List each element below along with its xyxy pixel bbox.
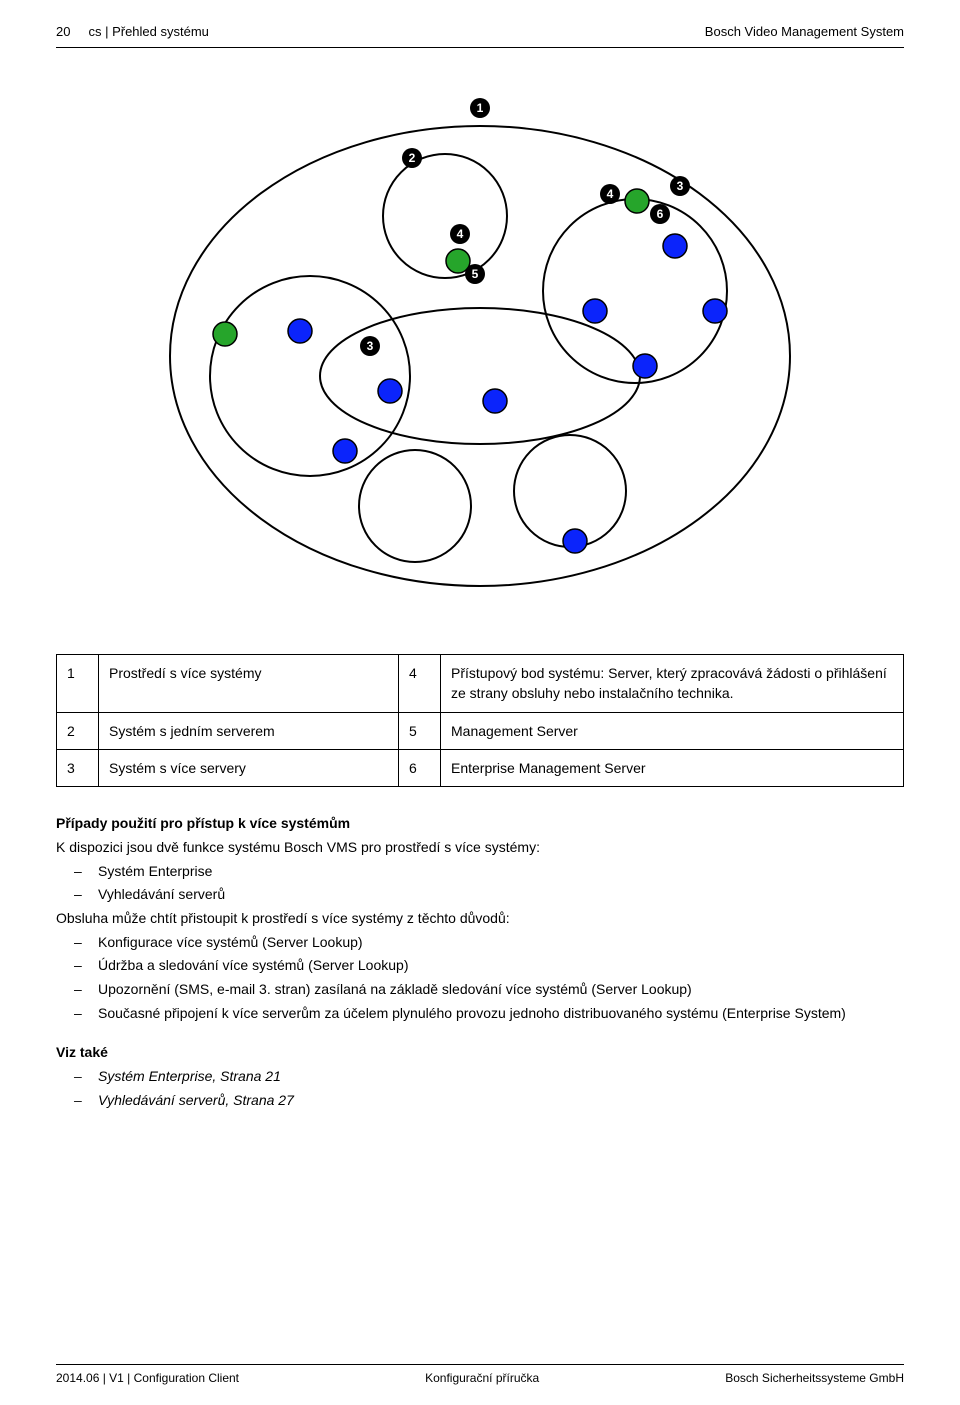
list-item: Údržba a sledování více systémů (Server … bbox=[56, 955, 904, 977]
use-cases-heading: Případy použití pro přístup k více systé… bbox=[56, 813, 904, 835]
legend-num: 2 bbox=[57, 712, 99, 749]
reasons-list: Konfigurace více systémů (Server Lookup)… bbox=[56, 932, 904, 1025]
system-diagram: 1 2 3 4 5 3 4 6 bbox=[140, 66, 820, 626]
header-rule bbox=[56, 47, 904, 48]
svg-text:6: 6 bbox=[657, 207, 664, 221]
header-left: 20 cs | Přehled systému bbox=[56, 24, 209, 39]
intro-para-1: K dispozici jsou dvě funkce systému Bosc… bbox=[56, 837, 904, 859]
diagram-wrap: 1 2 3 4 5 3 4 6 bbox=[56, 66, 904, 626]
table-row: 1Prostředí s více systémy4Přístupový bod… bbox=[57, 655, 904, 713]
legend-table: 1Prostředí s více systémy4Přístupový bod… bbox=[56, 654, 904, 787]
svg-text:5: 5 bbox=[472, 267, 479, 281]
legend-label: Systém s jedním serverem bbox=[99, 712, 399, 749]
legend-num: 3 bbox=[57, 749, 99, 786]
list-item: Vyhledávání serverů bbox=[56, 884, 904, 906]
list-item: Systém Enterprise bbox=[56, 861, 904, 883]
list-item: Upozornění (SMS, e-mail 3. stran) zasíla… bbox=[56, 979, 904, 1001]
intro-para-2: Obsluha může chtít přistoupit k prostřed… bbox=[56, 908, 904, 930]
header-product: Bosch Video Management System bbox=[705, 24, 904, 39]
page-number: 20 bbox=[56, 24, 70, 39]
legend-num: 4 bbox=[399, 655, 441, 713]
list-item: Konfigurace více systémů (Server Lookup) bbox=[56, 932, 904, 954]
svg-text:4: 4 bbox=[457, 227, 464, 241]
legend-label: Přístupový bod systému: Server, který zp… bbox=[441, 655, 904, 713]
page-footer: 2014.06 | V1 | Configuration Client Konf… bbox=[56, 1364, 904, 1385]
svg-text:3: 3 bbox=[677, 179, 684, 193]
table-row: 3Systém s více servery6Enterprise Manage… bbox=[57, 749, 904, 786]
legend-num: 1 bbox=[57, 655, 99, 713]
legend-label: Enterprise Management Server bbox=[441, 749, 904, 786]
legend-label: Management Server bbox=[441, 712, 904, 749]
list-item: Současné připojení k více serverům za úč… bbox=[56, 1003, 904, 1025]
header-section: cs | Přehled systému bbox=[88, 24, 208, 39]
table-row: 2Systém s jedním serverem5Management Ser… bbox=[57, 712, 904, 749]
see-also-heading: Viz také bbox=[56, 1042, 904, 1064]
body-text: Případy použití pro přístup k více systé… bbox=[56, 811, 904, 1113]
legend-num: 6 bbox=[399, 749, 441, 786]
feature-list: Systém EnterpriseVyhledávání serverů bbox=[56, 861, 904, 906]
svg-text:1: 1 bbox=[477, 101, 484, 115]
page: 20 cs | Přehled systému Bosch Video Mana… bbox=[0, 0, 960, 1405]
list-item: Vyhledávání serverů, Strana 27 bbox=[56, 1090, 904, 1112]
see-also-list: Systém Enterprise, Strana 21Vyhledávání … bbox=[56, 1066, 904, 1111]
footer-center: Konfigurační příručka bbox=[425, 1371, 539, 1385]
svg-text:4: 4 bbox=[607, 187, 614, 201]
svg-text:3: 3 bbox=[367, 339, 374, 353]
footer-right: Bosch Sicherheitssysteme GmbH bbox=[725, 1371, 904, 1385]
list-item: Systém Enterprise, Strana 21 bbox=[56, 1066, 904, 1088]
footer-left: 2014.06 | V1 | Configuration Client bbox=[56, 1371, 239, 1385]
legend-label: Prostředí s více systémy bbox=[99, 655, 399, 713]
legend-label: Systém s více servery bbox=[99, 749, 399, 786]
svg-text:2: 2 bbox=[409, 151, 416, 165]
legend-num: 5 bbox=[399, 712, 441, 749]
page-header: 20 cs | Přehled systému Bosch Video Mana… bbox=[56, 24, 904, 39]
